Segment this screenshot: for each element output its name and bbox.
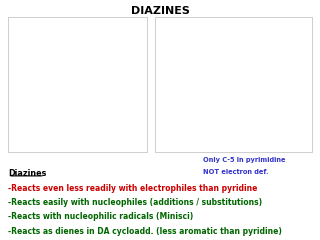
Text: -Reacts easily with nucleophiles (additions / substitutions): -Reacts easily with nucleophiles (additi…	[8, 198, 262, 207]
Text: Diazines: Diazines	[8, 169, 46, 178]
Text: -Reacts with nucleophilic radicals (Minisci): -Reacts with nucleophilic radicals (Mini…	[8, 212, 193, 221]
Text: -Reacts even less readily with electrophiles than pyridine: -Reacts even less readily with electroph…	[8, 184, 257, 192]
Bar	[155, 17, 312, 152]
Text: -Reacts as dienes in DA cycloadd. (less aromatic than pyridine): -Reacts as dienes in DA cycloadd. (less …	[8, 227, 282, 236]
Text: DIAZINES: DIAZINES	[131, 6, 189, 16]
Text: Only C-5 in pyrimidine: Only C-5 in pyrimidine	[203, 157, 286, 163]
Bar	[8, 17, 147, 152]
Text: NOT electron def.: NOT electron def.	[203, 169, 269, 175]
